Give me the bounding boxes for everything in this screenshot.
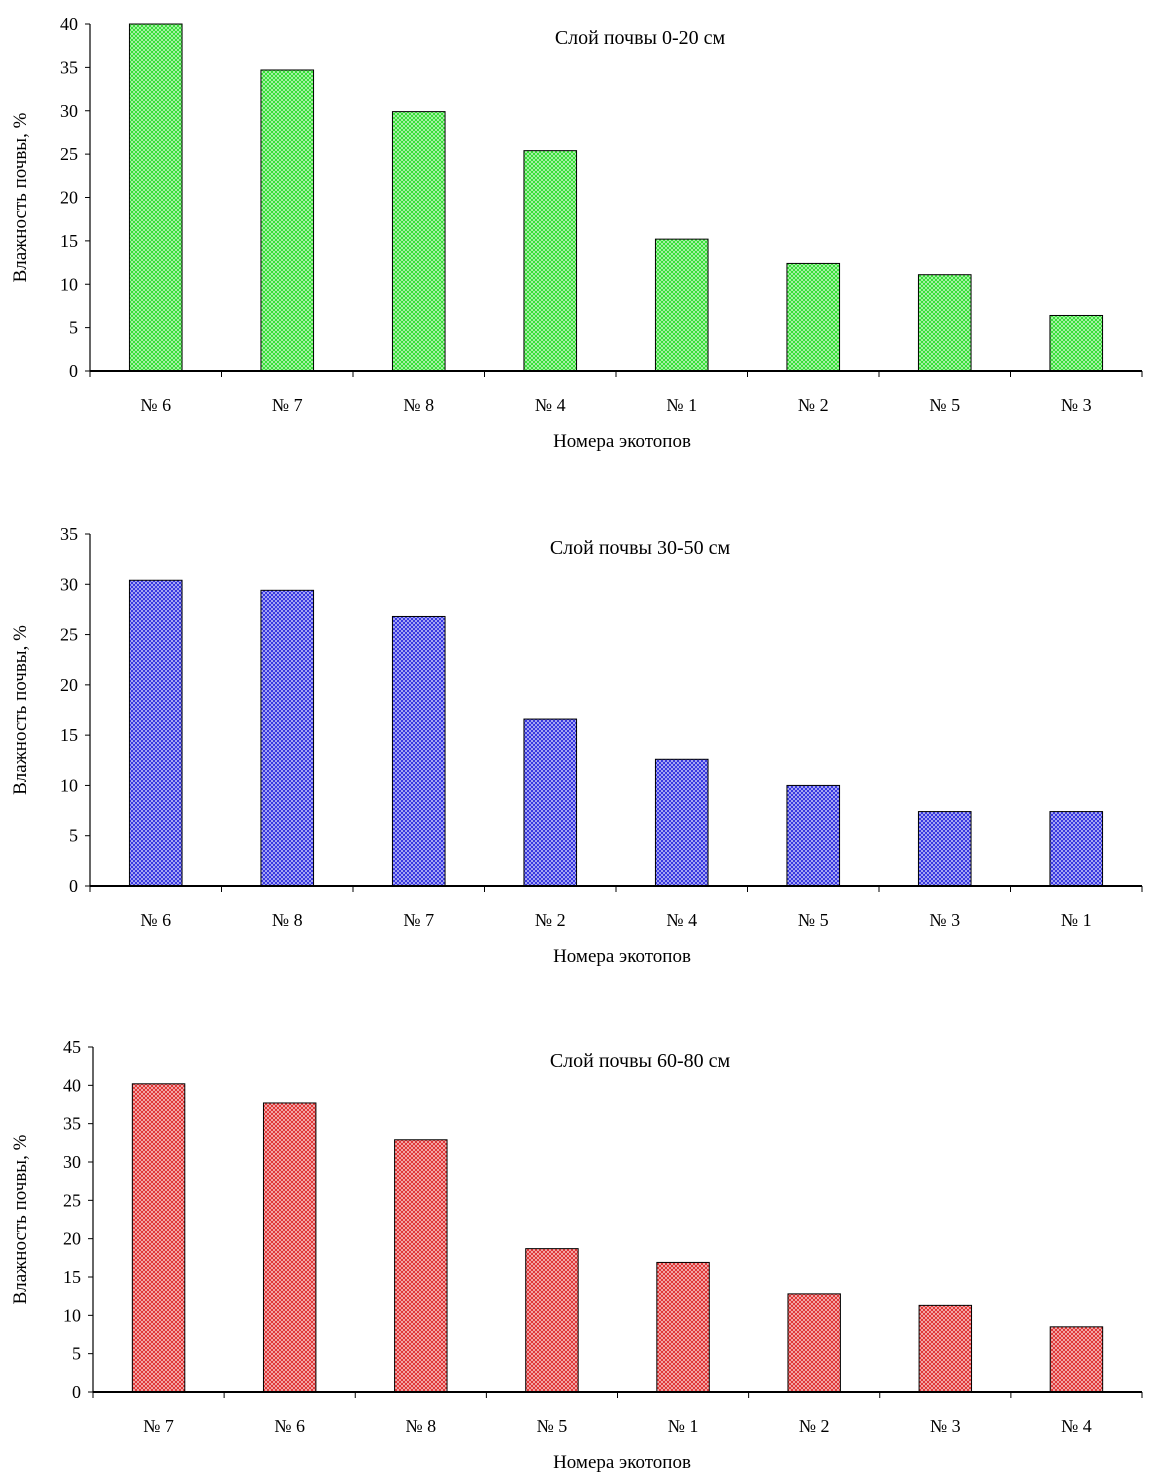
x-tick-label: № 2 — [798, 395, 829, 415]
bar — [917, 811, 972, 887]
x-axis-title: Номера экотопов — [553, 431, 691, 452]
y-tick-label: 35 — [60, 57, 78, 77]
x-tick-label: № 5 — [929, 395, 960, 415]
y-tick-label: 15 — [63, 1267, 81, 1287]
x-tick-label: № 1 — [668, 1416, 699, 1436]
y-tick-label: 15 — [60, 725, 78, 745]
y-tick-label: 25 — [60, 625, 78, 645]
x-axis-title: Номера экотопов — [553, 1452, 691, 1473]
y-tick-label: 25 — [60, 144, 78, 164]
y-tick-label: 25 — [63, 1190, 81, 1210]
bar — [654, 758, 709, 887]
y-tick-label: 40 — [63, 1075, 81, 1095]
bar — [523, 718, 578, 887]
y-tick-label: 5 — [69, 826, 78, 846]
bar — [523, 150, 578, 372]
bar — [260, 589, 315, 887]
x-tick-label: № 6 — [140, 910, 171, 930]
y-tick-label: 40 — [60, 14, 78, 34]
y-tick-label: 45 — [63, 1037, 81, 1057]
bar — [128, 579, 183, 887]
x-tick-label: № 3 — [930, 1416, 961, 1436]
x-tick-label: № 1 — [1061, 910, 1092, 930]
chart-title: Слой почвы 60-80 см — [550, 1050, 731, 1072]
bar — [128, 23, 183, 372]
chart-title: Слой почвы 0-20 см — [555, 27, 726, 49]
x-tick-label: № 6 — [140, 395, 171, 415]
y-tick-label: 10 — [60, 775, 78, 795]
x-tick-label: № 2 — [799, 1416, 830, 1436]
y-tick-label: 35 — [63, 1114, 81, 1134]
chart-svg: 0 5 10 15 20 25 30 35 № 6 № 8 № 7 № 2 № 4 № 5 № 3 № 1 Но… — [10, 524, 1143, 967]
chart-svg: 0 5 10 15 20 25 30 35 40 45 № 7 № 6 № 8 № 5 № 1 № 2 № 3 №… — [10, 1037, 1143, 1473]
x-tick-label: № 4 — [1061, 1416, 1092, 1436]
chart-svg: 0 5 10 15 20 25 30 35 40 № 6 № 7 № 8 № 4 № 1 № 2 № 5 № 3… — [10, 14, 1143, 452]
bar — [1049, 1326, 1104, 1393]
x-tick-label: № 7 — [272, 395, 303, 415]
x-tick-label: № 8 — [272, 910, 303, 930]
y-tick-label: 20 — [63, 1229, 81, 1249]
x-tick-label: № 1 — [666, 395, 697, 415]
bar — [1049, 314, 1104, 372]
x-tick-label: № 7 — [403, 910, 434, 930]
x-tick-label: № 8 — [403, 395, 434, 415]
bar — [394, 1139, 448, 1393]
bar — [787, 1293, 841, 1393]
bar — [654, 238, 709, 372]
bar — [917, 274, 972, 372]
chart-layer-60-80: 0 5 10 15 20 25 30 35 40 45 № 7 № 6 № 8 № 5 № 1 № 2 № 3 №… — [0, 1030, 1150, 1473]
x-tick-label: № 6 — [274, 1416, 305, 1436]
y-tick-label: 35 — [60, 524, 78, 544]
x-tick-label: № 5 — [537, 1416, 568, 1436]
y-tick-label: 20 — [60, 188, 78, 208]
x-tick-label: № 7 — [143, 1416, 174, 1436]
bar — [918, 1304, 973, 1393]
chart-layer-0-20: 0 5 10 15 20 25 30 35 40 № 6 № 7 № 8 № 4 № 1 № 2 № 5 № 3… — [0, 0, 1150, 470]
chart-title: Слой почвы 30-50 см — [550, 537, 731, 559]
y-axis-title: Влажность почвы, % — [10, 1134, 31, 1304]
y-tick-label: 5 — [69, 318, 78, 338]
y-tick-label: 20 — [60, 675, 78, 695]
y-tick-label: 10 — [60, 274, 78, 294]
bar — [260, 69, 315, 372]
y-tick-label: 0 — [69, 876, 78, 896]
y-tick-label: 0 — [69, 361, 78, 381]
bar — [1049, 811, 1104, 887]
x-tick-label: № 2 — [535, 910, 566, 930]
y-tick-label: 15 — [60, 231, 78, 251]
x-tick-label: № 4 — [535, 395, 566, 415]
bar — [656, 1261, 710, 1393]
y-tick-label: 10 — [63, 1305, 81, 1325]
x-tick-label: № 8 — [405, 1416, 436, 1436]
y-tick-label: 30 — [63, 1152, 81, 1172]
x-tick-label: № 3 — [1061, 395, 1092, 415]
x-axis-title: Номера экотопов — [553, 946, 691, 967]
y-tick-label: 30 — [60, 101, 78, 121]
y-tick-label: 0 — [72, 1382, 81, 1402]
y-axis-title: Влажность почвы, % — [10, 112, 31, 282]
chart-layer-30-50: 0 5 10 15 20 25 30 35 № 6 № 8 № 7 № 2 № 4 № 5 № 3 № 1 Но… — [0, 515, 1150, 985]
y-axis-title: Влажность почвы, % — [10, 625, 31, 795]
x-tick-label: № 5 — [798, 910, 829, 930]
bar — [391, 615, 446, 887]
bar — [786, 784, 841, 887]
bar — [131, 1083, 186, 1393]
bar — [391, 111, 446, 372]
y-tick-label: 30 — [60, 574, 78, 594]
bar — [786, 262, 841, 372]
x-tick-label: № 3 — [929, 910, 960, 930]
y-tick-label: 5 — [72, 1344, 81, 1364]
x-tick-label: № 4 — [666, 910, 697, 930]
bar — [262, 1102, 317, 1393]
bar — [525, 1248, 579, 1393]
